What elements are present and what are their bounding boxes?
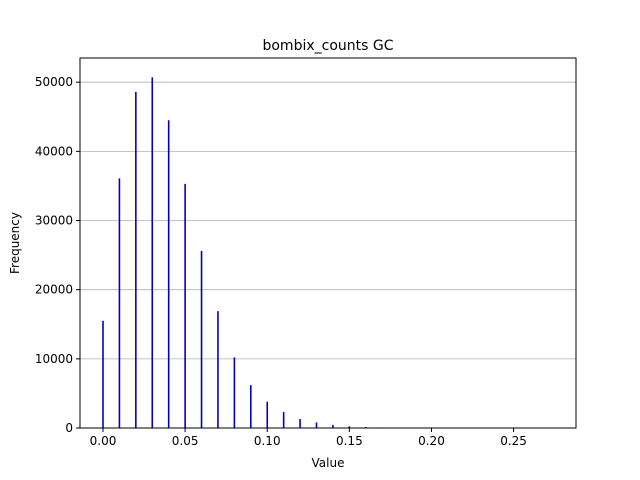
x-tick-label: 0.20 <box>418 434 445 448</box>
bar <box>102 320 104 428</box>
x-tick-label: 0.15 <box>336 434 363 448</box>
x-axis-ticks: 0.00 0.05 0.10 0.15 0.20 0.25 <box>90 428 527 448</box>
bar <box>200 250 203 428</box>
bar <box>151 77 154 428</box>
bar <box>282 412 285 428</box>
x-tick-label: 0.00 <box>90 434 117 448</box>
y-tick-label: 10000 <box>35 352 73 366</box>
plot-frame <box>79 57 577 429</box>
gridlines <box>80 81 576 360</box>
bar <box>299 419 301 428</box>
y-tick-label: 50000 <box>35 75 73 89</box>
x-tick-label: 0.10 <box>254 434 281 448</box>
chart-title: bombix_counts GC <box>262 38 393 54</box>
bar <box>167 120 170 429</box>
y-tick-label: 30000 <box>35 214 73 228</box>
x-tick-label: 0.25 <box>500 434 527 448</box>
bar <box>118 178 121 428</box>
y-axis-label: Frequency <box>8 212 22 274</box>
bar <box>332 424 334 428</box>
x-tick-label: 0.05 <box>172 434 199 448</box>
x-axis-label: Value <box>312 456 345 470</box>
bar <box>217 311 219 428</box>
bars <box>102 77 383 429</box>
bar <box>315 422 318 428</box>
y-tick-label: 40000 <box>35 144 73 158</box>
bar <box>266 401 269 428</box>
bar <box>348 426 351 428</box>
y-axis-ticks: 0 10000 20000 30000 40000 50000 <box>35 75 80 435</box>
y-tick-label: 20000 <box>35 283 73 297</box>
bar <box>135 91 137 428</box>
bar <box>250 385 252 428</box>
y-tick-label: 0 <box>65 421 73 435</box>
bar <box>184 183 186 428</box>
bar <box>233 357 236 428</box>
